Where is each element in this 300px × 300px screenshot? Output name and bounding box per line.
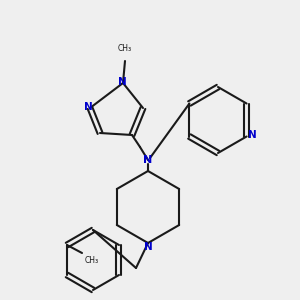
Text: N: N bbox=[144, 242, 152, 252]
Text: CH₃: CH₃ bbox=[85, 256, 99, 265]
Text: N: N bbox=[84, 102, 92, 112]
Text: N: N bbox=[118, 77, 126, 87]
Text: CH₃: CH₃ bbox=[118, 44, 132, 53]
Text: N: N bbox=[248, 130, 257, 140]
Text: N: N bbox=[143, 155, 153, 165]
